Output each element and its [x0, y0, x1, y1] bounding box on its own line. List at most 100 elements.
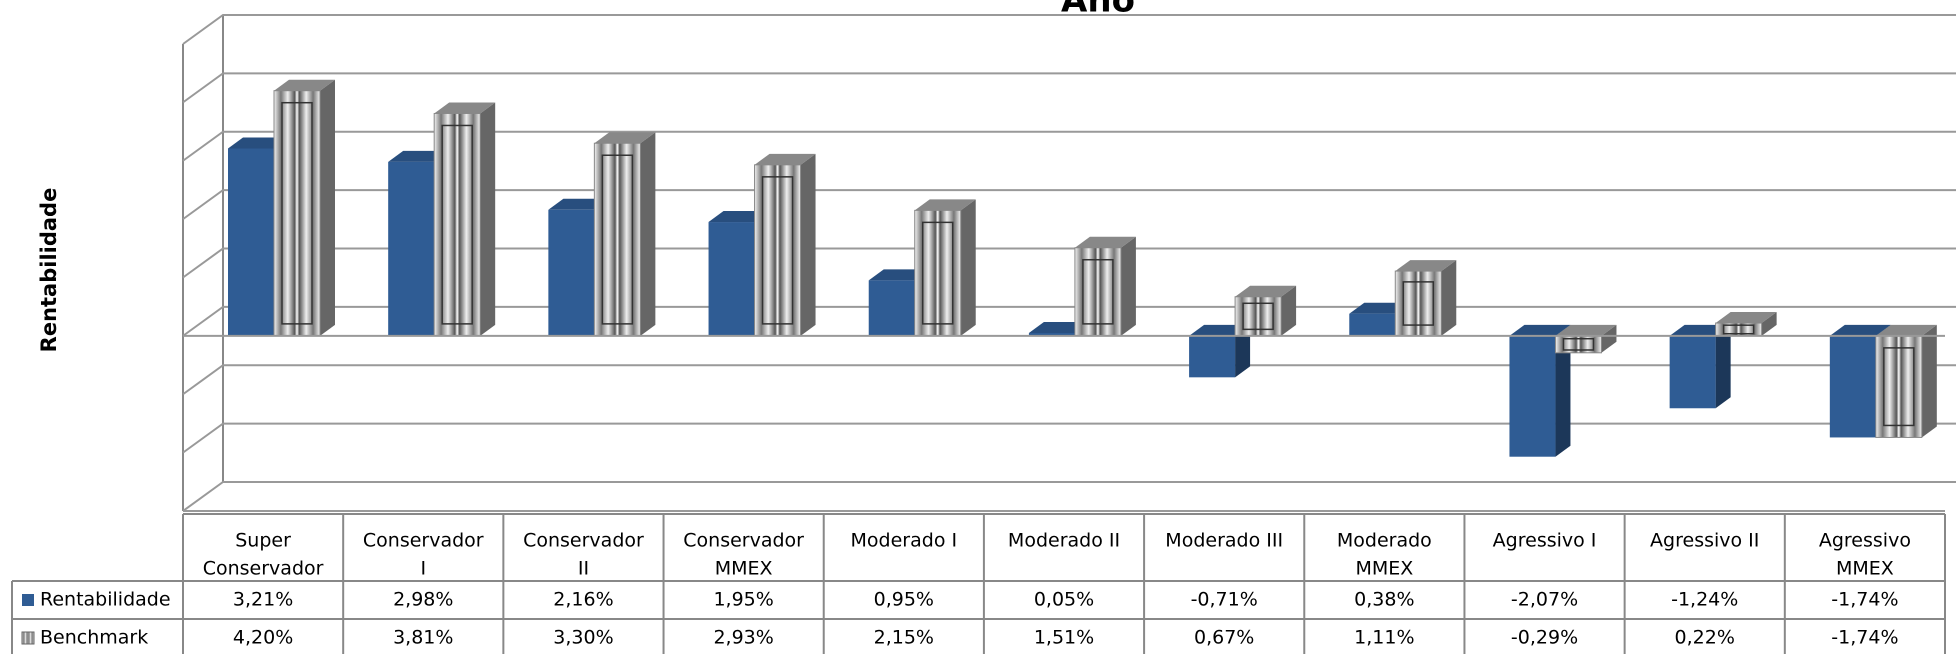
- bar: [1875, 335, 1923, 438]
- bar-top: [754, 153, 816, 165]
- bar-group: [273, 79, 335, 337]
- bar-top: [1875, 324, 1937, 336]
- data-label: -0,71%: [1191, 589, 1258, 611]
- bar-group: [1234, 285, 1297, 337]
- data-label: 3,81%: [393, 627, 453, 649]
- category-label: Agressivo II: [1650, 530, 1759, 552]
- bar: [1829, 335, 1876, 438]
- legend-key: [22, 594, 34, 606]
- data-label: 0,38%: [1354, 589, 1414, 611]
- bar-inner: [1722, 324, 1755, 335]
- data-label: -1,24%: [1671, 589, 1738, 611]
- grid-line: [182, 72, 1956, 104]
- data-label: -0,29%: [1511, 627, 1578, 649]
- legend-key: [21, 631, 35, 645]
- bar-side: [320, 79, 335, 336]
- data-label: -1,74%: [1831, 627, 1898, 649]
- bar-top: [1509, 324, 1571, 336]
- category-label: Agressivo I: [1493, 530, 1597, 552]
- bar-side: [1120, 236, 1136, 336]
- data-label: -1,74%: [1831, 589, 1898, 611]
- bar-inner: [1242, 302, 1274, 331]
- data-label: 0,67%: [1194, 627, 1254, 649]
- bar-side: [480, 102, 496, 336]
- category-label: Moderado: [1337, 530, 1432, 552]
- grid-line: [182, 364, 1956, 396]
- bar: [1074, 247, 1122, 337]
- bar-group: [1394, 260, 1457, 337]
- bar: [1189, 335, 1236, 378]
- category-label: Moderado II: [1008, 530, 1120, 552]
- bar-inner: [1883, 347, 1915, 427]
- bar-top: [1235, 285, 1297, 297]
- bar-top: [1829, 324, 1891, 336]
- bar: [228, 148, 274, 336]
- bar-top: [1074, 236, 1136, 248]
- bar-group: [754, 153, 816, 337]
- category-label: Super: [235, 530, 291, 552]
- bar-top: [434, 102, 496, 114]
- bar: [754, 164, 802, 337]
- data-label: 0,95%: [874, 589, 934, 611]
- bar: [1669, 335, 1716, 409]
- bar-inner: [601, 154, 634, 325]
- bar-side: [800, 153, 816, 336]
- bar-group: [593, 132, 656, 337]
- category-label: Agressivo: [1819, 530, 1911, 552]
- bar-side: [960, 199, 976, 336]
- bar-group: [1875, 324, 1937, 438]
- bar: [433, 112, 481, 337]
- bar-top: [1715, 312, 1777, 324]
- category-label: Conservador: [523, 530, 644, 552]
- bar: [1509, 335, 1556, 457]
- data-label: 2,98%: [393, 589, 453, 611]
- data-label: 2,93%: [713, 627, 773, 649]
- category-label: MMEX: [1836, 558, 1894, 580]
- y-axis-label: Rentabilidade: [37, 188, 61, 353]
- category-label: MMEX: [715, 558, 773, 580]
- data-label: 3,21%: [233, 589, 293, 611]
- bar: [388, 161, 435, 336]
- bar-group: [433, 102, 496, 337]
- bar-side: [1761, 312, 1777, 336]
- category-label: Conservador: [203, 558, 324, 580]
- bar: [914, 209, 962, 337]
- data-label: 1,95%: [713, 589, 773, 611]
- category-label: MMEX: [1355, 558, 1413, 580]
- bar-inner: [761, 176, 794, 325]
- bar-top: [1555, 324, 1617, 336]
- bar-side: [640, 132, 656, 336]
- category-label: II: [578, 558, 589, 580]
- data-label: 4,20%: [233, 627, 293, 649]
- bar: [593, 142, 641, 337]
- bar-side: [1715, 324, 1731, 409]
- grid-line: [182, 481, 1956, 512]
- category-label: Moderado I: [851, 530, 958, 552]
- bar-group: [914, 199, 976, 337]
- bar-top: [274, 79, 335, 91]
- bar-inner: [281, 101, 313, 325]
- bar-inner: [1402, 281, 1435, 326]
- bar-top: [594, 132, 656, 144]
- bar-side: [1601, 324, 1617, 353]
- data-label: 0,05%: [1034, 589, 1094, 611]
- bar-top: [1395, 260, 1457, 272]
- category-label: I: [420, 558, 426, 580]
- category-label: Moderado III: [1165, 530, 1283, 552]
- bar-group: [1715, 312, 1777, 337]
- bar: [548, 209, 595, 336]
- data-label: -2,07%: [1511, 589, 1578, 611]
- bar: [1349, 313, 1396, 336]
- data-label: 1,11%: [1354, 627, 1414, 649]
- bar-inner: [1562, 337, 1595, 351]
- category-label: Conservador: [683, 530, 804, 552]
- bar-group: [1669, 324, 1731, 409]
- bar: [273, 90, 321, 337]
- grid-line: [182, 247, 1956, 279]
- data-label: 0,22%: [1675, 627, 1735, 649]
- data-label: 2,15%: [874, 627, 934, 649]
- data-label: 2,16%: [553, 589, 613, 611]
- bar-top: [914, 199, 976, 211]
- grid-line: [182, 130, 1956, 162]
